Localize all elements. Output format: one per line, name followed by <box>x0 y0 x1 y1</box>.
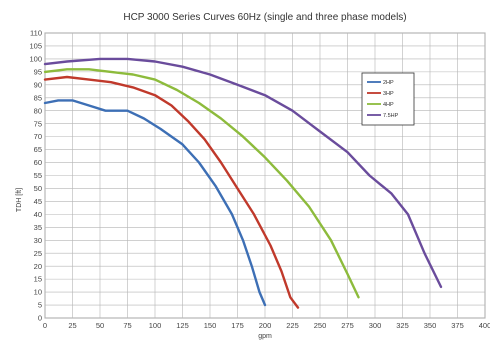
legend-label: 2HP <box>383 80 394 86</box>
y-tick-label: 20 <box>34 262 42 271</box>
y-tick-label: 70 <box>34 132 42 141</box>
y-tick-label: 95 <box>34 67 42 76</box>
legend-label: 3HP <box>383 91 394 97</box>
x-tick-label: 0 <box>43 321 47 330</box>
y-tick-label: 30 <box>34 236 42 245</box>
y-tick-label: 10 <box>34 288 42 297</box>
x-tick-label: 75 <box>123 321 131 330</box>
x-tick-label: 300 <box>369 321 382 330</box>
x-tick-label: 125 <box>176 321 189 330</box>
x-tick-label: 275 <box>341 321 354 330</box>
y-tick-label: 15 <box>34 275 42 284</box>
legend: 2HP 3HP 4HP 7.5HP <box>361 72 415 126</box>
chart-title: HCP 3000 Series Curves 60Hz (single and … <box>123 12 406 23</box>
y-tick-label: 85 <box>34 93 42 102</box>
x-tick-label: 375 <box>451 321 464 330</box>
x-tick-label: 350 <box>424 321 437 330</box>
y-tick-label: 65 <box>34 145 42 154</box>
x-tick-label: 200 <box>259 321 272 330</box>
y-tick-label: 90 <box>34 80 42 89</box>
x-tick-labels: 0 25 50 75 100 125 150 175 200 225 250 275 300 325 350… <box>43 321 490 330</box>
y-tick-label: 35 <box>34 223 42 232</box>
y-tick-label: 100 <box>29 55 42 64</box>
x-tick-label: 225 <box>286 321 299 330</box>
x-tick-label: 150 <box>204 321 217 330</box>
x-tick-label: 250 <box>314 321 327 330</box>
x-tick-label: 50 <box>96 321 104 330</box>
y-tick-label: 55 <box>34 171 42 180</box>
y-tick-label: 80 <box>34 106 42 115</box>
y-tick-label: 40 <box>34 210 42 219</box>
legend-label: 7.5HP <box>383 113 399 119</box>
x-tick-label: 400 <box>479 321 490 330</box>
y-tick-label: 5 <box>38 301 42 310</box>
x-tick-label: 175 <box>231 321 244 330</box>
y-tick-label: 0 <box>38 314 42 323</box>
legend-label: 4HP <box>383 102 394 108</box>
y-tick-label: 45 <box>34 197 42 206</box>
y-tick-label: 110 <box>30 29 42 38</box>
x-tick-label: 325 <box>396 321 409 330</box>
y-axis-label: TDH [ft] <box>16 188 23 212</box>
series-line-3hp <box>43 75 300 309</box>
x-axis-label: gpm <box>258 333 272 340</box>
y-tick-label: 105 <box>29 42 42 51</box>
series-line-2hp <box>43 99 267 307</box>
series-line-4hp <box>43 68 360 299</box>
y-tick-label: 60 <box>34 158 42 167</box>
y-tick-label: 50 <box>34 184 42 193</box>
y-tick-label: 75 <box>34 119 42 128</box>
y-tick-labels: 0 5 10 15 20 25 30 35 40 45 50 55 60 65 70 75 80 85 90 95 10… <box>29 29 42 323</box>
y-tick-label: 25 <box>34 249 42 258</box>
series-lines <box>43 57 443 309</box>
x-tick-label: 25 <box>68 321 76 330</box>
x-tick-label: 100 <box>149 321 162 330</box>
series-line-75hp <box>43 57 443 289</box>
